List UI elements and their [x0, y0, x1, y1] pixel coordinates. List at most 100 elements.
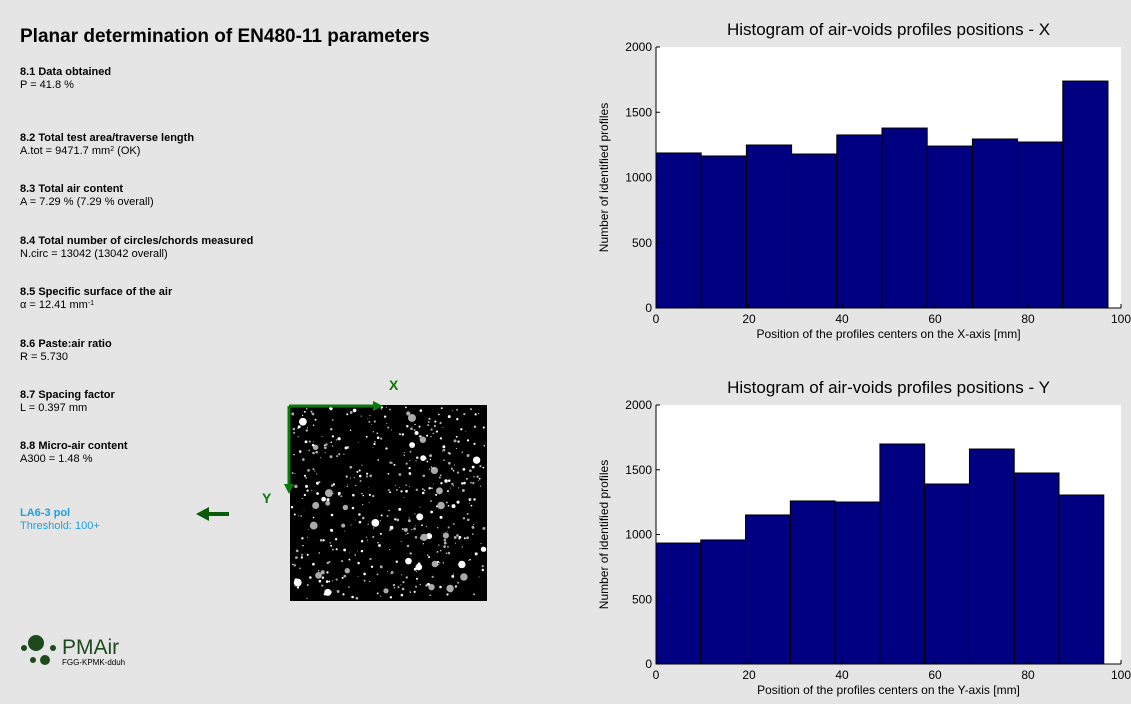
speck: [452, 410, 454, 412]
speck: [315, 450, 319, 454]
bar: [745, 144, 793, 309]
speck: [414, 513, 416, 515]
speck: [363, 572, 366, 576]
speck: [373, 420, 376, 423]
speck: [470, 481, 472, 484]
speck: [424, 457, 427, 460]
speck: [310, 410, 313, 413]
speck: [307, 529, 309, 531]
speck: [415, 563, 423, 571]
speck: [296, 586, 300, 589]
speck: [329, 591, 332, 593]
speck: [311, 443, 315, 447]
speck: [312, 468, 315, 471]
speck: [319, 538, 323, 542]
speck: [473, 425, 477, 429]
x-tick-label: 60: [928, 312, 942, 326]
speck: [369, 474, 373, 478]
speck: [393, 463, 396, 466]
speck: [321, 584, 324, 587]
section-value: L = 0.397 mm: [20, 402, 87, 414]
speck: [409, 442, 416, 448]
speck: [373, 442, 376, 446]
section-heading: 8.1 Data obtained: [20, 66, 111, 78]
speck: [436, 560, 439, 564]
speck: [395, 560, 398, 563]
bar: [791, 153, 838, 309]
speck: [303, 410, 306, 413]
speck: [469, 469, 472, 473]
speck: [451, 504, 456, 509]
y-tick-label: 1500: [625, 105, 652, 119]
speck: [348, 552, 350, 554]
speck: [437, 501, 445, 510]
speck: [303, 493, 307, 497]
speck: [439, 421, 442, 425]
speck: [324, 588, 332, 596]
speck: [456, 471, 460, 474]
speck: [439, 515, 443, 519]
speck: [440, 482, 443, 485]
x-tick-label: 100: [1111, 312, 1131, 326]
speck: [442, 448, 446, 452]
speck: [418, 425, 421, 428]
speck: [358, 513, 361, 516]
bar: [655, 152, 702, 309]
speck: [442, 562, 444, 564]
speck: [439, 549, 442, 552]
speck: [451, 574, 455, 578]
speck: [430, 428, 433, 431]
speck: [312, 424, 315, 427]
speck: [361, 464, 363, 466]
speck: [336, 590, 340, 593]
speck: [377, 459, 379, 461]
speck: [368, 420, 371, 423]
speck: [442, 427, 444, 428]
y-axis-label: Number of identified profiles: [597, 460, 611, 609]
speck: [407, 519, 411, 523]
speck: [376, 592, 379, 595]
speck: [468, 499, 471, 501]
speck: [360, 415, 362, 417]
speck: [477, 479, 479, 481]
speck: [445, 552, 447, 554]
x-tick-label: 40: [835, 312, 849, 326]
bar: [924, 483, 970, 665]
speck: [463, 412, 466, 416]
speck: [429, 594, 432, 597]
speck: [305, 477, 307, 479]
speck: [405, 406, 407, 409]
speck: [312, 562, 315, 566]
speck: [346, 484, 348, 486]
bar: [971, 138, 1019, 309]
speck: [329, 407, 333, 411]
speck: [326, 498, 330, 502]
speck: [438, 476, 441, 479]
speck: [446, 530, 448, 532]
speck: [430, 466, 439, 475]
speck: [349, 410, 353, 414]
speck: [386, 515, 388, 517]
x-tick-label: 40: [835, 668, 849, 682]
speck: [466, 512, 469, 515]
speck: [342, 593, 345, 596]
speck: [409, 450, 412, 453]
speck: [346, 485, 348, 488]
speck: [483, 444, 486, 447]
speck: [312, 501, 320, 510]
x-axis-label: Position of the profiles centers on the …: [756, 327, 1020, 341]
speck: [434, 420, 437, 423]
speck: [419, 506, 421, 508]
speck: [314, 470, 316, 472]
speck: [332, 492, 334, 494]
speck: [372, 527, 375, 529]
speck: [409, 590, 411, 592]
micrograph: [290, 405, 487, 601]
speck: [325, 443, 328, 446]
speck: [392, 583, 396, 587]
y-tick-label: 2000: [625, 398, 652, 412]
speck: [330, 484, 334, 487]
speck: [447, 415, 451, 419]
speck: [420, 455, 427, 462]
section-heading: 8.4 Total number of circles/chords measu…: [20, 235, 253, 247]
